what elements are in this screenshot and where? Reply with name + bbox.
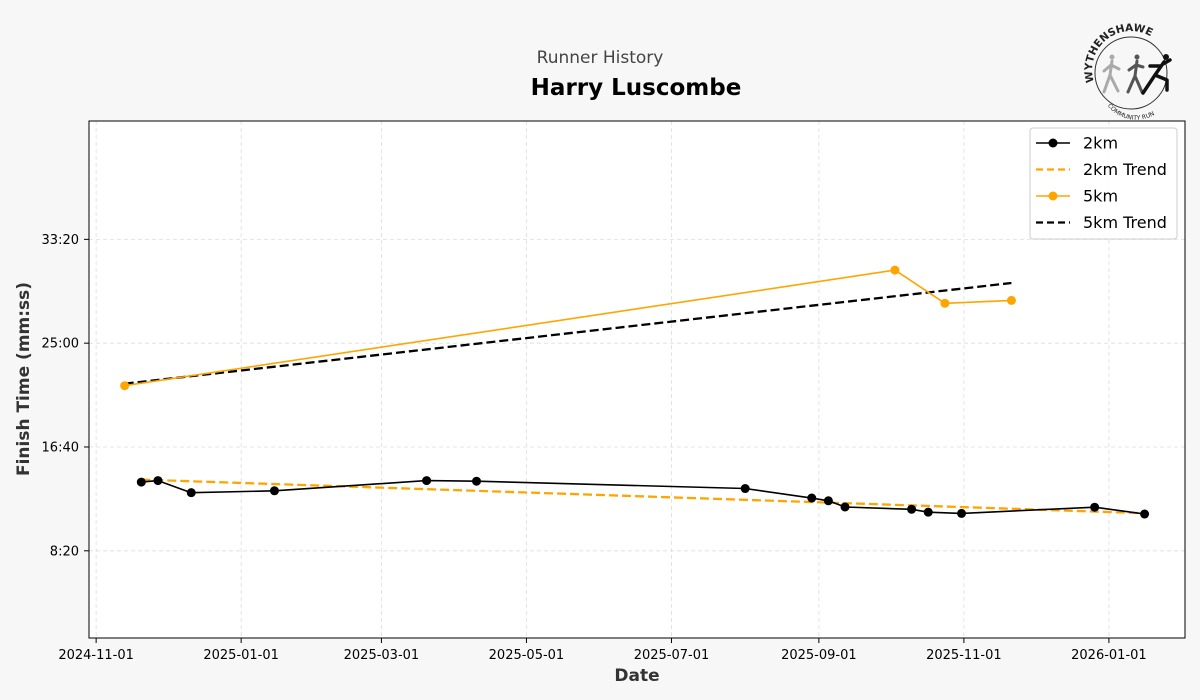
series-line-5km-trend — [124, 281, 1012, 385]
logo-text-bottom: COMMUNITY RUN — [1106, 102, 1156, 121]
legend-item-2km: 2km — [1036, 134, 1118, 153]
chart-subtitle: Runner History — [537, 48, 664, 68]
x-tick-label: 2026-01-01 — [1071, 648, 1147, 663]
runner-icon-light — [1102, 54, 1121, 94]
x-tick-label: 2025-11-01 — [926, 648, 1002, 663]
data-point-2km — [957, 508, 967, 518]
legend-marker — [1048, 191, 1058, 201]
x-tick-label: 2025-09-01 — [781, 648, 857, 663]
legend-label: 5km Trend — [1083, 213, 1167, 232]
plot-frame — [88, 120, 1186, 639]
data-point-2km — [1090, 502, 1100, 512]
data-point-2km — [840, 502, 850, 512]
runner-icons — [1102, 54, 1172, 95]
x-tick-label: 2024-11-01 — [58, 648, 134, 663]
logo-ring — [1094, 36, 1168, 110]
series-line-2km-trend — [141, 478, 1145, 515]
logo: WYTHENSHAWE COMMUNITY RUN — [1083, 22, 1172, 122]
plot-area — [89, 121, 1185, 638]
data-point-2km — [186, 488, 196, 498]
x-tick-label: 2025-03-01 — [344, 648, 420, 663]
x-tick-label: 2025-05-01 — [489, 648, 565, 663]
data-point-5km — [1006, 295, 1016, 305]
data-point-2km — [136, 477, 146, 487]
y-axis-ticks: 8:20 16:40 25:00 33:20 — [42, 233, 89, 559]
legend-item-5km: 5km — [1036, 187, 1118, 206]
data-point-2km — [422, 476, 432, 486]
legend-label: 2km Trend — [1083, 160, 1167, 179]
chart-title: Harry Luscombe — [531, 75, 742, 101]
y-tick-label: 8:20 — [50, 544, 79, 559]
data-point-2km — [153, 476, 163, 486]
logo-text-top: WYTHENSHAWE — [1083, 22, 1155, 84]
data-point-2km — [823, 496, 833, 506]
legend: 2km 2km Trend 5km 5km Trend — [1029, 127, 1178, 240]
series — [120, 265, 1150, 519]
x-axis-ticks: 2024-11-01 2025-01-01 2025-03-01 2025-05-01… — [58, 638, 1147, 663]
y-tick-label: 25:00 — [42, 337, 79, 352]
x-tick-label: 2025-01-01 — [203, 648, 279, 663]
x-tick-label: 2025-07-01 — [634, 648, 710, 663]
legend-marker — [1048, 138, 1058, 148]
legend-box — [1029, 127, 1178, 240]
grid — [89, 121, 1185, 638]
legend-label: 2km — [1083, 134, 1118, 153]
runner-icon-dark — [1141, 54, 1172, 95]
data-point-2km — [807, 493, 817, 503]
data-point-2km — [1140, 509, 1150, 519]
legend-item-2km-trend: 2km Trend — [1036, 160, 1167, 179]
legend-label: 5km — [1083, 187, 1118, 206]
data-point-2km — [472, 476, 482, 486]
data-point-2km — [907, 504, 917, 514]
data-point-2km — [269, 486, 279, 496]
data-point-5km — [120, 381, 130, 391]
y-tick-label: 16:40 — [42, 440, 79, 455]
data-point-2km — [740, 484, 750, 494]
runner-icon-mid — [1126, 54, 1145, 94]
x-axis-title: Date — [614, 666, 659, 686]
y-tick-label: 33:20 — [42, 233, 79, 248]
data-point-5km — [940, 298, 950, 308]
y-axis-title: Finish Time (mm:ss) — [14, 282, 34, 476]
data-point-2km — [923, 507, 933, 517]
data-point-5km — [890, 265, 900, 275]
legend-item-5km-trend: 5km Trend — [1036, 213, 1167, 232]
series-line-5km — [124, 269, 1012, 387]
